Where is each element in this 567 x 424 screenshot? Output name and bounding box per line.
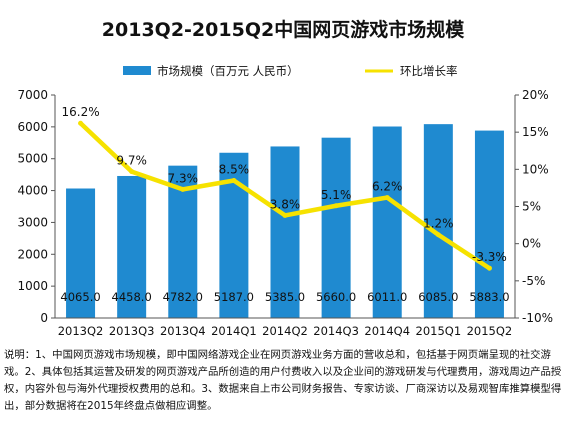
legend-line-label: 环比增长率 bbox=[400, 64, 458, 78]
x-axis: 2013Q2 2013Q3 2013Q4 2014Q1 2014Q2 2014Q3 2014… bbox=[55, 317, 515, 338]
growth-point bbox=[435, 232, 441, 238]
bar bbox=[372, 126, 402, 318]
growth-point bbox=[282, 212, 288, 218]
chart-title: 2013Q2-2015Q2中国网页游戏市场规模 bbox=[102, 18, 465, 41]
legend-bar-swatch bbox=[123, 66, 151, 75]
right-tick-label: -10% bbox=[522, 311, 553, 325]
growth-point bbox=[333, 203, 339, 209]
left-tick-label: 2000 bbox=[17, 247, 48, 261]
x-tick-label: 2015Q1 bbox=[416, 324, 462, 338]
chart: 2013Q2-2015Q2中国网页游戏市场规模 市场规模（百万元 人民币） 环比… bbox=[17, 18, 553, 338]
growth-value-labels: 16.2% 9.7% 7.3% 8.5% 3.8% 5.1% 6.2% 1.2% -3.3% bbox=[61, 105, 506, 264]
growth-point bbox=[129, 169, 135, 175]
growth-point bbox=[231, 177, 237, 183]
bar-value-labels: 4065.0 4458.0 4782.0 5187.0 5385.0 5660.0 6011… bbox=[60, 290, 509, 304]
right-tick-label: 10% bbox=[522, 162, 549, 176]
growth-point bbox=[180, 186, 186, 192]
x-tick-label: 2013Q2 bbox=[58, 324, 104, 338]
bar-value-label: 5385.0 bbox=[265, 290, 305, 304]
left-tick-label: 6000 bbox=[17, 120, 48, 134]
right-tick-label: 0% bbox=[522, 237, 541, 251]
bar bbox=[474, 130, 504, 318]
growth-value-label: 9.7% bbox=[116, 154, 147, 168]
x-tick-label: 2015Q2 bbox=[467, 324, 513, 338]
left-tick-label: 1000 bbox=[17, 279, 48, 293]
bar bbox=[423, 124, 453, 318]
x-tick-label: 2014Q1 bbox=[211, 324, 257, 338]
bar bbox=[270, 146, 300, 318]
x-tick-label: 2014Q3 bbox=[313, 324, 359, 338]
right-axis: -10% -5% 0% 5% 10% 15% 20% bbox=[514, 88, 553, 325]
left-tick-label: 3000 bbox=[17, 215, 48, 229]
bar-value-label: 6011.0 bbox=[367, 290, 407, 304]
x-tick-label: 2014Q2 bbox=[262, 324, 308, 338]
left-axis: 0 1000 2000 3000 4000 5000 6000 7000 bbox=[17, 88, 56, 325]
growth-point bbox=[384, 195, 390, 201]
left-tick-label: 5000 bbox=[17, 152, 48, 166]
bar bbox=[321, 137, 351, 318]
growth-value-label: 5.1% bbox=[321, 188, 352, 202]
bar-value-label: 5660.0 bbox=[316, 290, 356, 304]
growth-value-label: 6.2% bbox=[372, 180, 403, 194]
right-tick-label: 5% bbox=[522, 200, 541, 214]
bar-value-label: 4458.0 bbox=[112, 290, 152, 304]
growth-point bbox=[486, 265, 492, 271]
left-tick-label: 0 bbox=[40, 311, 48, 325]
bar-value-label: 5187.0 bbox=[214, 290, 254, 304]
left-tick-label: 4000 bbox=[17, 184, 48, 198]
growth-value-label: 1.2% bbox=[423, 217, 454, 231]
growth-value-label: 16.2% bbox=[61, 105, 99, 119]
bar-series bbox=[66, 124, 504, 318]
bar-value-label: 5883.0 bbox=[469, 290, 509, 304]
bar-value-label: 6085.0 bbox=[418, 290, 458, 304]
growth-line-series bbox=[78, 120, 492, 271]
legend-bar-label: 市场规模（百万元 人民币） bbox=[157, 64, 299, 78]
growth-value-label: 8.5% bbox=[219, 162, 250, 176]
growth-value-label: 3.8% bbox=[270, 197, 301, 211]
legend: 市场规模（百万元 人民币） 环比增长率 bbox=[123, 64, 458, 78]
bar-value-label: 4782.0 bbox=[163, 290, 203, 304]
growth-value-label: 7.3% bbox=[168, 171, 199, 185]
growth-point bbox=[78, 120, 84, 126]
x-tick-label: 2013Q4 bbox=[160, 324, 206, 338]
right-tick-label: -5% bbox=[522, 274, 545, 288]
bar-value-label: 4065.0 bbox=[60, 290, 100, 304]
left-tick-label: 7000 bbox=[17, 88, 48, 102]
bar bbox=[117, 175, 147, 318]
x-tick-label: 2013Q3 bbox=[109, 324, 155, 338]
growth-value-label: -3.3% bbox=[472, 250, 507, 264]
x-tick-label: 2014Q4 bbox=[364, 324, 410, 338]
bar bbox=[66, 188, 96, 318]
right-tick-label: 15% bbox=[522, 125, 549, 139]
right-tick-label: 20% bbox=[522, 88, 549, 102]
notes: 说明：1、中国网页游戏市场规模，即中国网络游戏企业在网页游戏业务方面的营收总和，… bbox=[4, 349, 562, 412]
